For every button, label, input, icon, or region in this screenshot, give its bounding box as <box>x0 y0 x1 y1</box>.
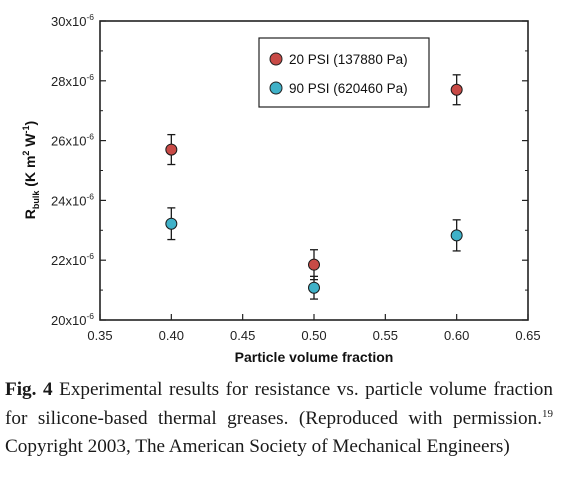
x-tick-label: 0.45 <box>230 328 255 343</box>
y-tick-label: 20x10-6 <box>51 311 94 328</box>
x-tick-label: 0.55 <box>373 328 398 343</box>
y-tick-label: 26x10-6 <box>51 132 94 149</box>
y-axis-label-unit-end: ) <box>22 121 38 126</box>
data-point-series-2 <box>450 229 463 242</box>
legend-box <box>258 37 430 108</box>
x-tick-label: 0.65 <box>515 328 540 343</box>
x-tick-label: 0.60 <box>444 328 469 343</box>
legend-label-series-1: 20 PSI (137880 Pa) <box>289 52 408 67</box>
caption-label: Fig. 4 <box>5 379 53 400</box>
data-point-series-1 <box>165 143 178 156</box>
data-marks <box>165 74 463 300</box>
y-axis-label-unit-exp1: 2 <box>21 151 31 156</box>
y-tick-label: 22x10-6 <box>51 251 94 268</box>
legend-marker-series-1 <box>269 52 283 66</box>
data-point-series-2 <box>308 281 320 294</box>
x-axis-label: Particle volume fraction <box>235 349 394 365</box>
y-axis-ticks: 20x10-6 22x10-6 24x10-6 26x10-6 28x10-6 30x10… <box>51 12 528 328</box>
caption-text: Experimental results for resistance vs. … <box>5 379 553 429</box>
x-tick-label: 0.35 <box>87 328 112 343</box>
y-axis-label-main: R <box>22 209 38 219</box>
legend-label-series-2: 90 PSI (620460 Pa) <box>289 81 408 96</box>
y-axis-label: Rbulk (K m2 W-1) <box>21 121 41 219</box>
data-point-series-2 <box>165 217 178 230</box>
data-point-series-1 <box>308 258 320 271</box>
figure-caption: Fig. 4 Experimental results for resistan… <box>5 376 553 462</box>
x-axis-ticks: 0.35 0.40 0.45 0.50 0.55 0.60 0.65 <box>87 314 541 343</box>
y-axis-label-unit-mid: W <box>22 133 38 151</box>
y-axis-label-subscript: bulk <box>31 190 41 209</box>
y-tick-label: 28x10-6 <box>51 72 94 89</box>
y-axis-label-unit: (K m <box>22 156 38 191</box>
y-axis-label-unit-exp2: -1 <box>21 125 31 133</box>
y-tick-label: 30x10-6 <box>51 12 94 29</box>
x-tick-label: 0.50 <box>301 328 326 343</box>
legend-marker-series-2 <box>269 81 283 95</box>
data-point-series-1 <box>450 83 463 96</box>
chart-figure: 0.35 0.40 0.45 0.50 0.55 0.60 0.65 20x10-6 22x1… <box>21 12 541 365</box>
y-tick-label: 24x10-6 <box>51 191 94 208</box>
caption-text-end: Copyright 2003, The American Society of … <box>5 436 510 457</box>
legend: 20 PSI (137880 Pa) 90 PSI (620460 Pa) <box>258 37 430 108</box>
x-tick-label: 0.40 <box>159 328 184 343</box>
caption-reference: 19 <box>542 407 553 420</box>
